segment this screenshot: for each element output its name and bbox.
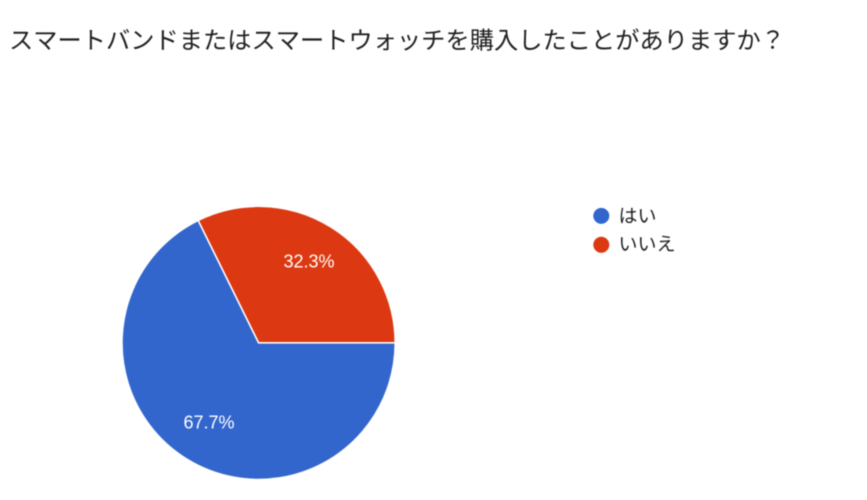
svg-text:67.7%: 67.7% — [183, 413, 234, 433]
svg-text:32.3%: 32.3% — [283, 252, 334, 272]
